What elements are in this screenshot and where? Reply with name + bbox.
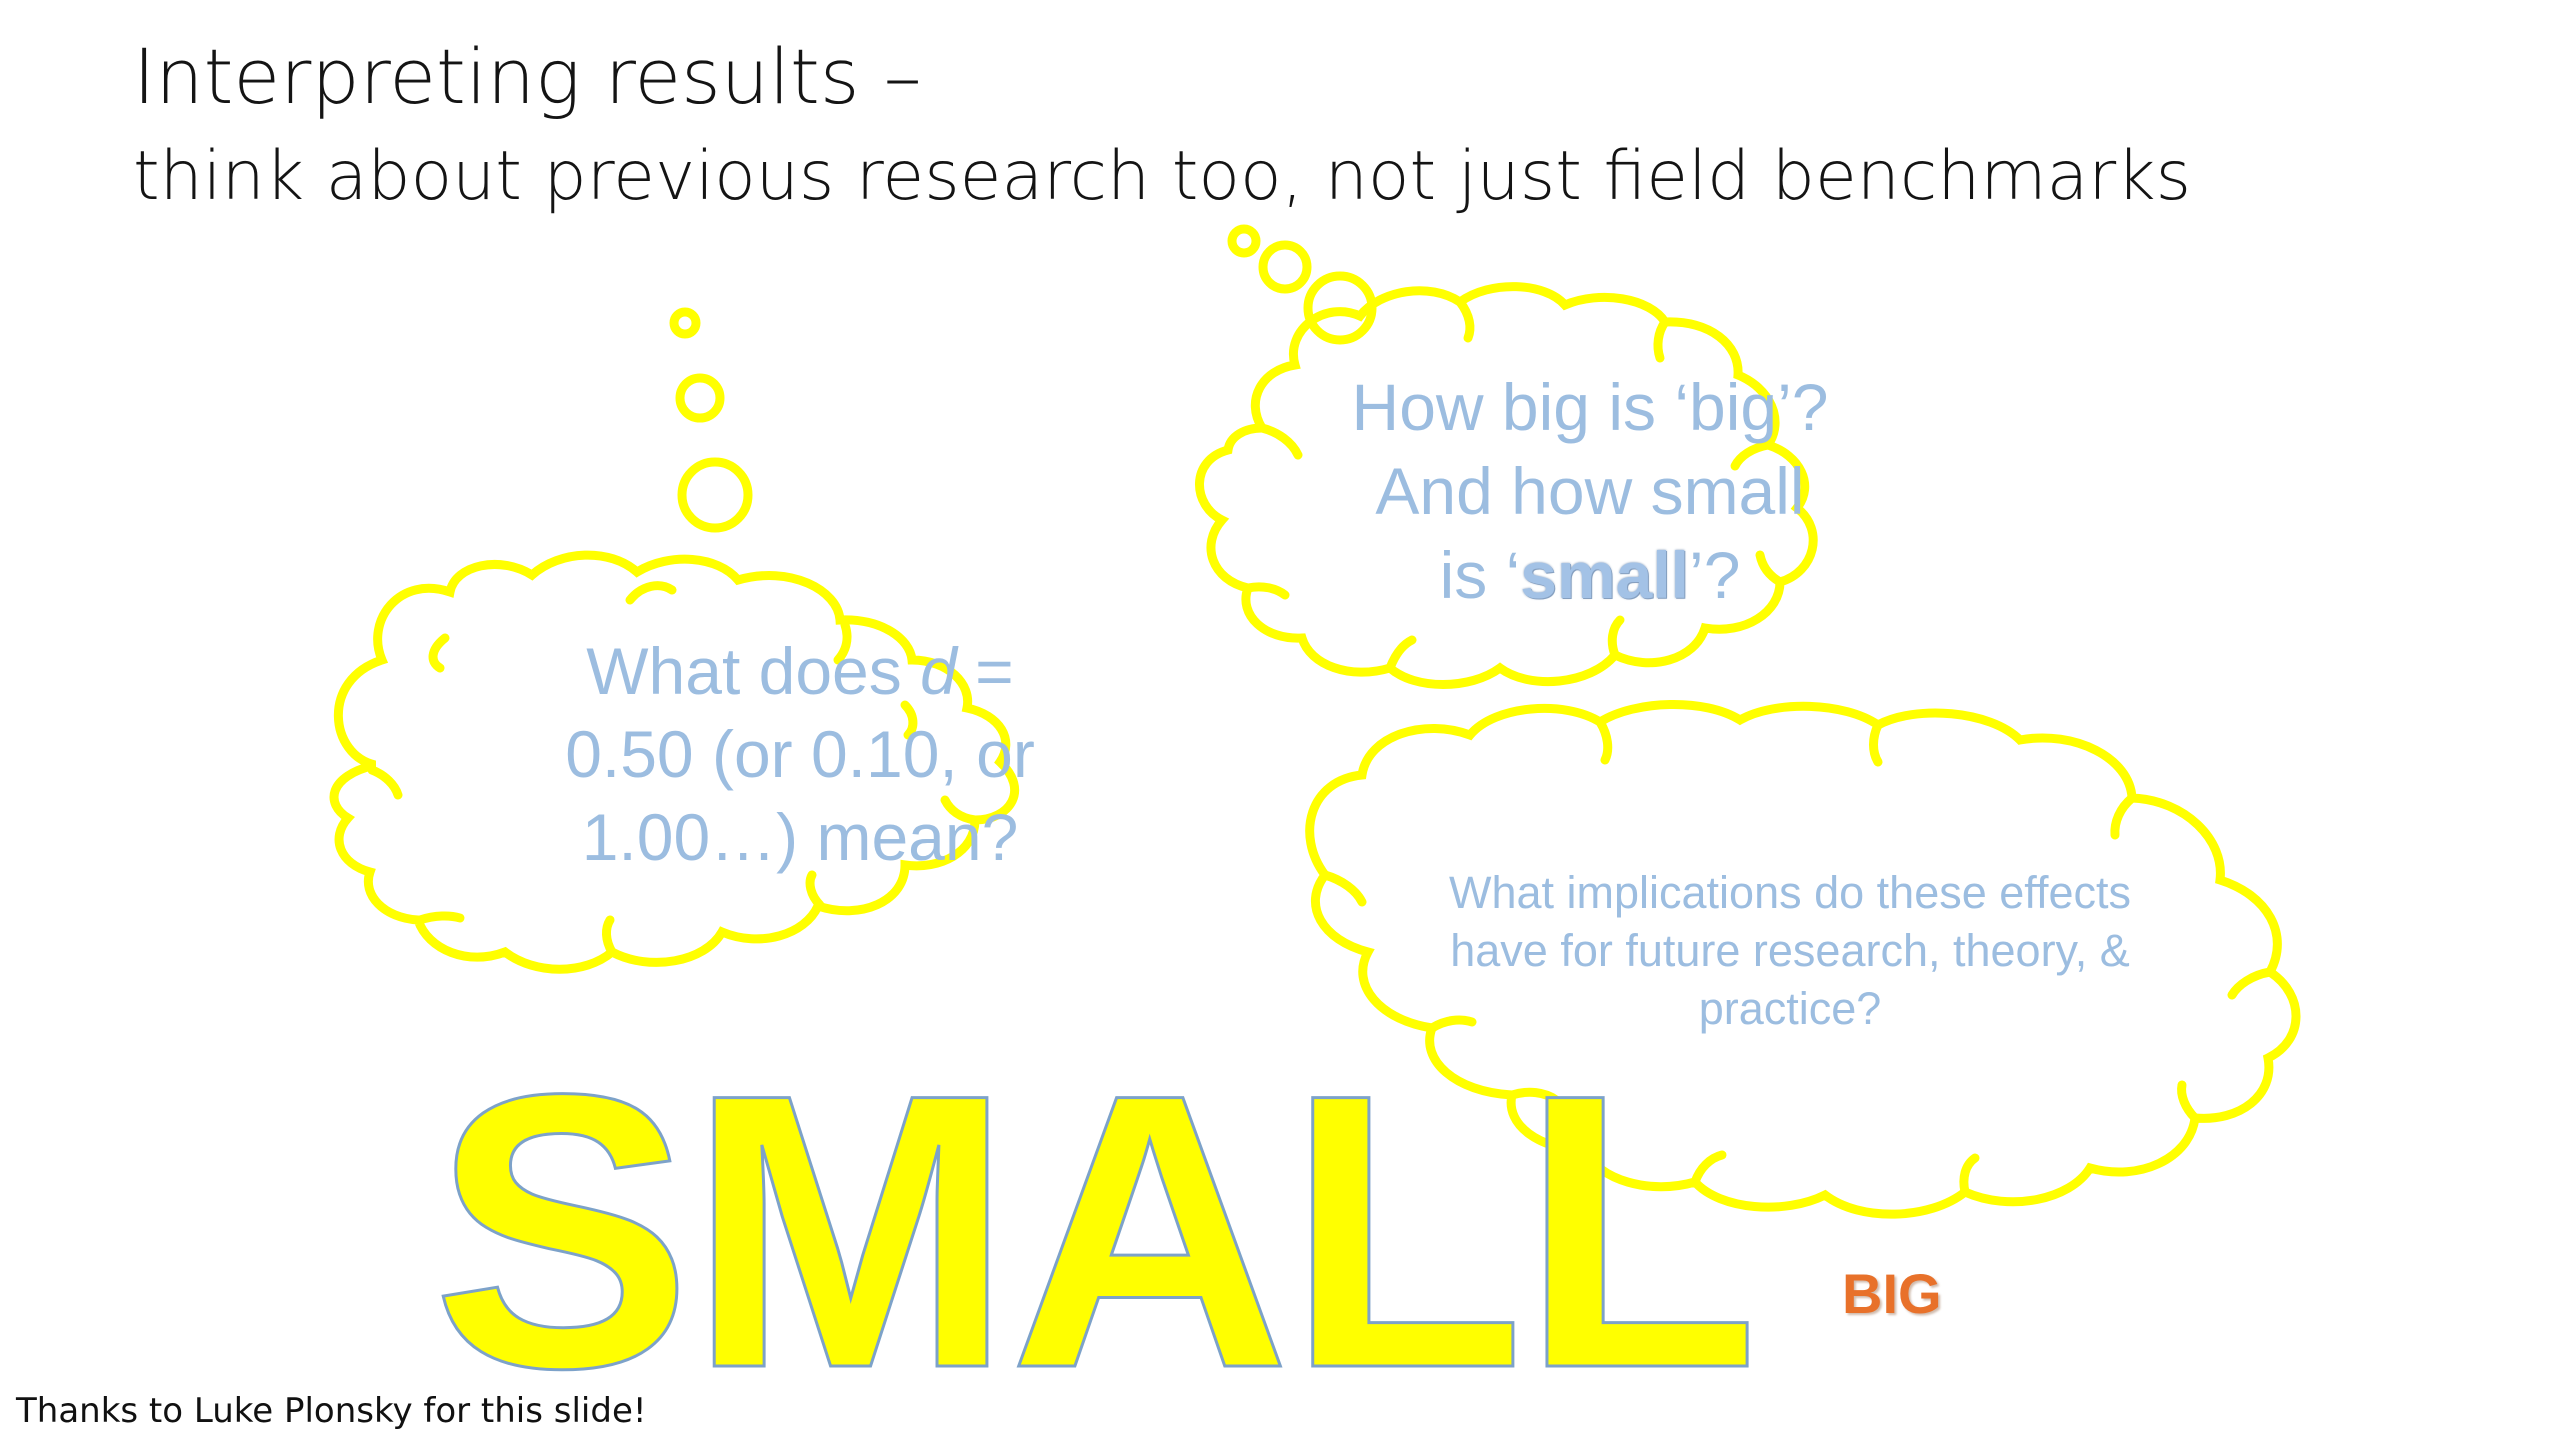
big-word-small: SMALL — [430, 1013, 1760, 1440]
cloud-right — [1195, 282, 1818, 689]
credit-note: Thanks to Luke Plonsky for this slide! — [16, 1391, 647, 1431]
cloud-right-line-1: How big is ‘big’? — [1351, 370, 1829, 444]
cloud-right-bubble-small — [1227, 224, 1261, 258]
cloud-left-bubble-small — [669, 307, 701, 339]
cloud-left-text: What does d = 0.50 (or 0.10, or 1.00…) m… — [500, 630, 1100, 879]
cloud-right-line-3: is ‘small’? — [1260, 533, 1920, 617]
cloud-bottom-line-3: practice? — [1698, 983, 1882, 1034]
cloud-right-line-3-prefix: is ‘ — [1439, 538, 1521, 612]
effect-size-variable: d — [920, 634, 957, 708]
cloud-right-bubble-medium — [1258, 240, 1312, 294]
cloud-left-bubble-large — [677, 457, 753, 533]
cloud-left-line-1-suffix: = — [956, 634, 1014, 708]
cloud-left-line-1: What does d = — [500, 630, 1100, 713]
cloud-bottom-text: What implications do these effects have … — [1370, 864, 2210, 1038]
slide-title: Interpreting results – — [133, 32, 922, 121]
small-emphasis: small — [1520, 538, 1690, 612]
cloud-bottom-line-2: have for future research, theory, & — [1450, 925, 2130, 976]
cloud-left-line-3: 1.00…) mean? — [581, 800, 1019, 874]
cloud-right-line-2: And how small — [1375, 454, 1805, 528]
cloud-right-line-3-suffix: ’? — [1689, 538, 1741, 612]
small-word-big: BIG — [1842, 1262, 1942, 1325]
cloud-right-bubble-large — [1303, 271, 1377, 345]
cloud-left-line-1-prefix: What does — [586, 634, 921, 708]
cloud-left-line-2: 0.50 (or 0.10, or — [565, 717, 1035, 791]
cloud-right-text: How big is ‘big’? And how small is ‘smal… — [1260, 365, 1920, 617]
cloud-left-bubble-medium — [675, 373, 725, 423]
cloud-bottom — [1305, 699, 2301, 1219]
slide-subtitle: think about previous research too, not j… — [133, 137, 2192, 216]
cloud-left — [329, 550, 1020, 974]
cloud-bottom-line-1: What implications do these effects — [1448, 867, 2131, 918]
